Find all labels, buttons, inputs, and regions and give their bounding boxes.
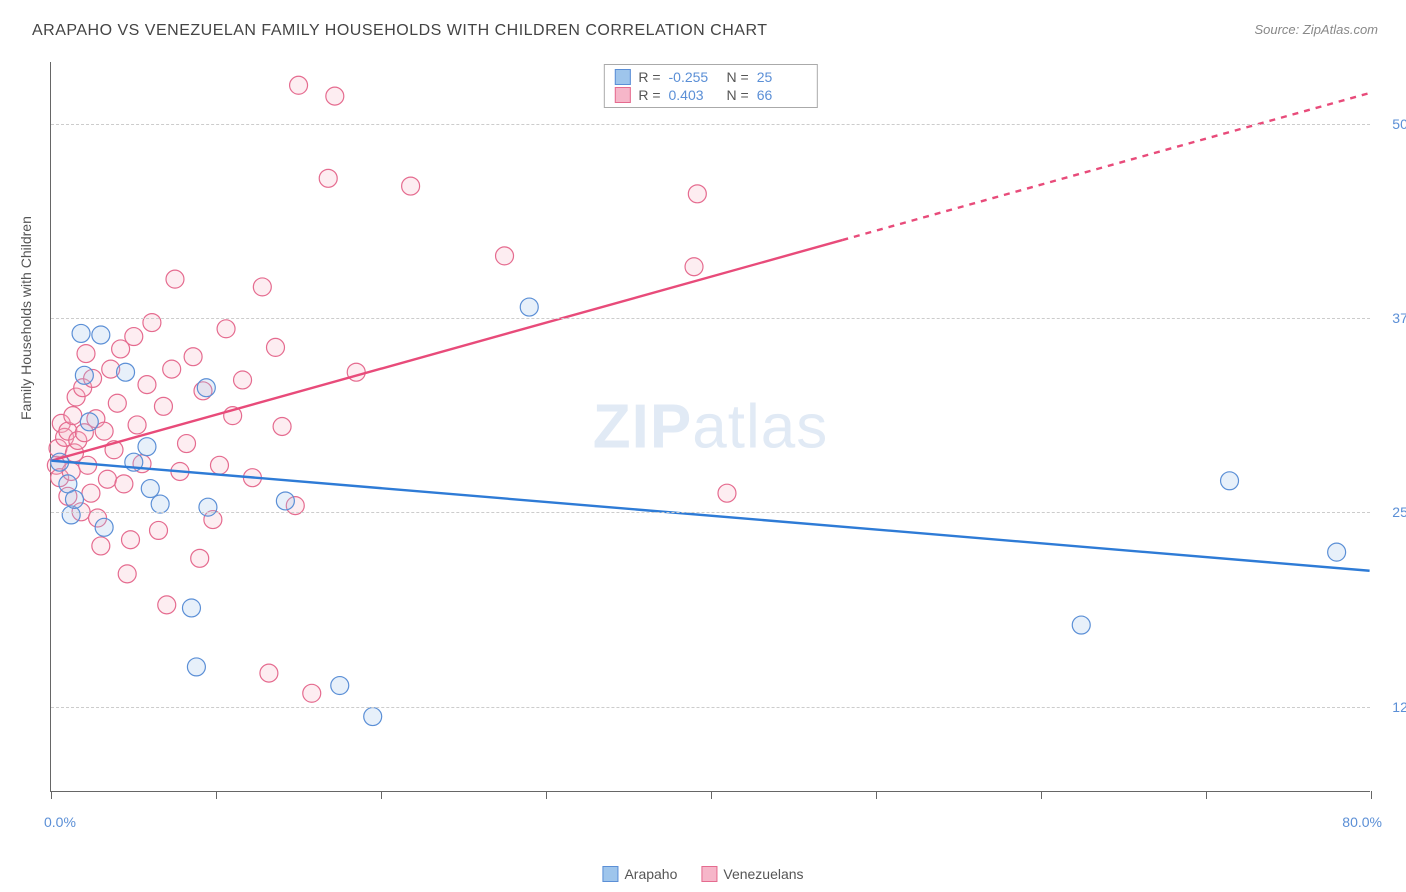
scatter-point [273,418,291,436]
scatter-point [178,435,196,453]
scatter-point [128,416,146,434]
x-tick [381,791,382,799]
series-legend: Arapaho Venezuelans [602,866,803,882]
x-tick [711,791,712,799]
scatter-point [276,492,294,510]
scatter-point [364,708,382,726]
chart-title: ARAPAHO VS VENEZUELAN FAMILY HOUSEHOLDS … [32,22,767,40]
scatter-point [64,407,82,425]
scatter-point [118,565,136,583]
scatter-point [210,456,228,474]
gridline [51,124,1370,125]
y-axis-label: Family Households with Children [18,216,34,420]
scatter-point [150,521,168,539]
x-tick [876,791,877,799]
scatter-point [182,599,200,617]
plot-area: ZIPatlas R = -0.255 N = 25 R = 0.403 N =… [50,62,1370,792]
x-tick [1206,791,1207,799]
chart-svg [51,62,1370,791]
x-tick [216,791,217,799]
legend-label: Venezuelans [723,866,803,882]
trend-line [51,461,1369,571]
scatter-point [234,371,252,389]
x-tick [1041,791,1042,799]
scatter-point [184,348,202,366]
scatter-point [685,258,703,276]
scatter-point [1221,472,1239,490]
x-tick [546,791,547,799]
scatter-point [65,490,83,508]
scatter-point [72,324,90,342]
scatter-point [138,438,156,456]
scatter-point [290,76,308,94]
scatter-point [520,298,538,316]
source-label: Source: ZipAtlas.com [1254,22,1378,37]
y-tick-label: 50.0% [1376,116,1406,132]
scatter-point [187,658,205,676]
scatter-point [319,169,337,187]
scatter-point [191,549,209,567]
scatter-point [95,518,113,536]
y-tick-label: 25.0% [1376,504,1406,520]
y-tick-label: 12.5% [1376,699,1406,715]
scatter-point [80,413,98,431]
scatter-point [303,684,321,702]
scatter-point [326,87,344,105]
scatter-point [267,338,285,356]
scatter-point [197,379,215,397]
x-tick [51,791,52,799]
scatter-point [166,270,184,288]
scatter-point [496,247,514,265]
scatter-point [143,314,161,332]
scatter-point [402,177,420,195]
scatter-point [331,677,349,695]
gridline [51,318,1370,319]
scatter-point [125,328,143,346]
scatter-point [92,537,110,555]
scatter-point [138,376,156,394]
scatter-point [1072,616,1090,634]
scatter-point [163,360,181,378]
scatter-point [82,484,100,502]
trend-line-dashed [842,93,1369,240]
x-axis-start-label: 0.0% [44,814,76,830]
scatter-point [154,397,172,415]
legend-swatch-venezuelans [701,866,717,882]
gridline [51,707,1370,708]
scatter-point [122,531,140,549]
legend-label: Arapaho [624,866,677,882]
legend-swatch-arapaho [602,866,618,882]
scatter-point [718,484,736,502]
scatter-point [688,185,706,203]
scatter-point [151,495,169,513]
scatter-point [1328,543,1346,561]
scatter-point [199,498,217,516]
scatter-point [115,475,133,493]
scatter-point [117,363,135,381]
scatter-point [158,596,176,614]
scatter-point [260,664,278,682]
scatter-point [98,470,116,488]
legend-item-venezuelans: Venezuelans [701,866,803,882]
gridline [51,512,1370,513]
x-axis-end-label: 80.0% [1342,814,1382,830]
scatter-point [108,394,126,412]
scatter-point [92,326,110,344]
scatter-point [253,278,271,296]
y-tick-label: 37.5% [1376,310,1406,326]
scatter-point [77,345,95,363]
scatter-point [141,480,159,498]
scatter-point [217,320,235,338]
scatter-point [75,366,93,384]
x-tick [1371,791,1372,799]
legend-item-arapaho: Arapaho [602,866,677,882]
scatter-point [62,506,80,524]
